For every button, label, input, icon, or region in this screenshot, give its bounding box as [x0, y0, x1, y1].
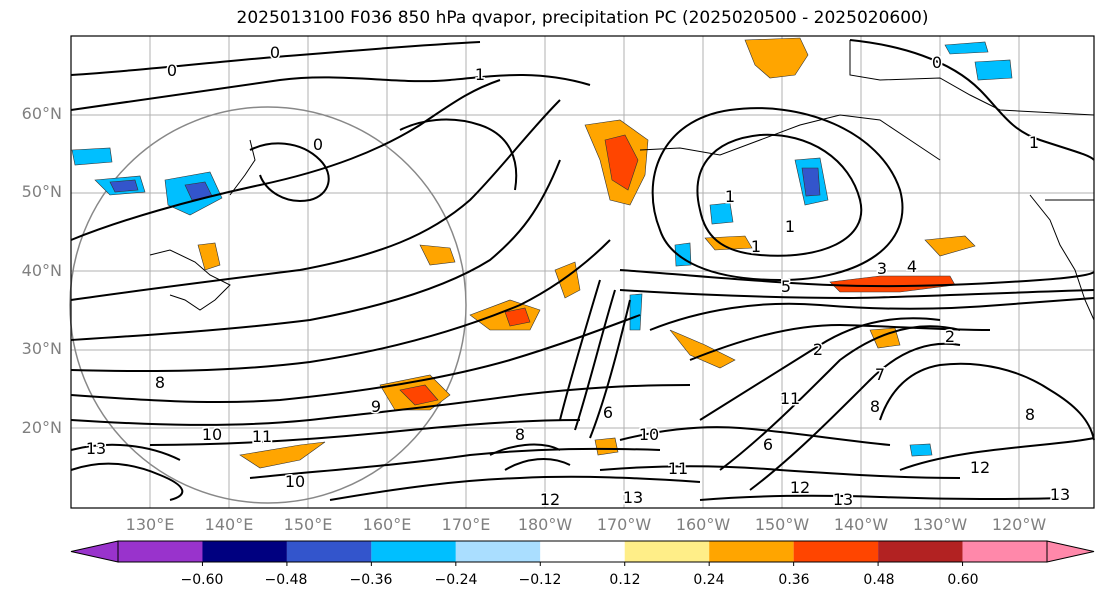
colorbar-label: −0.36: [349, 572, 393, 588]
contour-label: 8: [870, 397, 880, 416]
contour-lines: [70, 39, 1095, 501]
lon-label-140w: 140°W: [833, 515, 889, 534]
colorbar-label: 0.60: [947, 572, 979, 588]
plot-border: [70, 35, 1095, 509]
range-circle: [69, 106, 467, 504]
contour-label: 1: [751, 237, 761, 256]
contour-label: 12: [790, 478, 810, 497]
contour-label: 1: [725, 187, 735, 206]
contour-label: 6: [763, 435, 773, 454]
map-title: 2025013100 F036 850 hPa qvapor, precipit…: [236, 8, 929, 28]
contour-label: 5: [781, 277, 791, 296]
contour-label: 13: [1050, 485, 1070, 504]
precip-shading: [71, 37, 1013, 469]
contour-label: 0: [932, 53, 942, 72]
lon-label-130e: 130°E: [125, 515, 175, 534]
contour-label: 8: [155, 373, 165, 392]
contour-label: 0: [313, 135, 323, 154]
colorbar-label: −0.48: [264, 572, 308, 588]
lat-label-20n: 20°N: [21, 418, 62, 437]
contour-label: 10: [285, 472, 305, 491]
contour-label: 2: [813, 340, 823, 359]
contour-label: 1: [785, 217, 795, 236]
contour-label: 8: [515, 425, 525, 444]
contour-label: 12: [540, 490, 560, 509]
colorbar-label: −0.12: [518, 572, 562, 588]
coastlines: [149, 40, 1095, 321]
contour-label: 13: [86, 439, 106, 458]
colorbar-label: 0.36: [778, 572, 810, 588]
contour-label: 4: [907, 257, 917, 276]
contour-label: 2: [945, 327, 955, 346]
contour-label: 1: [1029, 133, 1039, 152]
colorbar-label: 0.12: [609, 572, 641, 588]
contour-label: 11: [252, 427, 272, 446]
contour-label: 7: [875, 365, 885, 384]
lon-label-180w: 180°W: [517, 515, 573, 534]
gridlines: [71, 36, 1094, 508]
contour-label: 0: [270, 43, 280, 62]
contour-label: 3: [877, 259, 887, 278]
contour-label: 10: [202, 425, 222, 444]
lon-label-140e: 140°E: [204, 515, 254, 534]
contour-label: 8: [1025, 405, 1035, 424]
lat-label-60n: 60°N: [21, 104, 62, 123]
lat-label-50n: 50°N: [21, 182, 62, 201]
lon-label-160w: 160°W: [675, 515, 731, 534]
lon-label-130w: 130°W: [912, 515, 968, 534]
contour-label: 9: [371, 397, 381, 416]
lon-label-150w: 150°W: [754, 515, 810, 534]
contour-label: 11: [780, 389, 800, 408]
contour-label: 1: [475, 65, 485, 84]
contour-label: 12: [970, 458, 990, 477]
contour-label: 13: [623, 488, 643, 507]
contour-label: 10: [639, 425, 659, 444]
lat-label-30n: 30°N: [21, 339, 62, 358]
lat-label-40n: 40°N: [21, 261, 62, 280]
colorbar-label: 0.24: [693, 572, 725, 588]
colorbar-label: 0.48: [863, 572, 895, 588]
lon-label-170e: 170°E: [441, 515, 491, 534]
lon-label-170w: 170°W: [596, 515, 652, 534]
contour-label: 13: [833, 490, 853, 509]
colorbar-label: −0.24: [434, 572, 478, 588]
lon-label-120w: 120°W: [991, 515, 1047, 534]
contour-label: 6: [603, 403, 613, 422]
contour-label: 0: [167, 61, 177, 80]
lon-label-150e: 150°E: [283, 515, 333, 534]
lon-label-160e: 160°E: [362, 515, 412, 534]
contour-label: 11: [668, 459, 688, 478]
colorbar-label: −0.60: [180, 572, 224, 588]
